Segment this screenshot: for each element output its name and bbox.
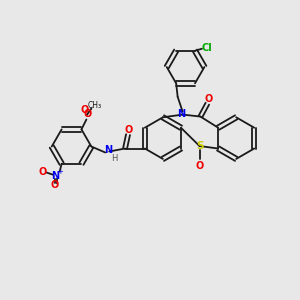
Text: N: N (178, 109, 186, 118)
Text: CH₃: CH₃ (87, 101, 101, 110)
Text: H: H (111, 154, 117, 163)
Text: O: O (39, 167, 47, 177)
Text: O: O (125, 125, 133, 135)
Text: N: N (104, 146, 112, 155)
Text: O: O (83, 109, 92, 118)
Text: O: O (51, 181, 59, 190)
Text: O: O (195, 161, 204, 171)
Text: O: O (204, 94, 212, 104)
Text: +: + (58, 169, 64, 175)
Text: Cl: Cl (202, 43, 212, 53)
Text: O: O (80, 105, 88, 115)
Text: S: S (196, 141, 203, 151)
Text: N: N (51, 171, 59, 181)
